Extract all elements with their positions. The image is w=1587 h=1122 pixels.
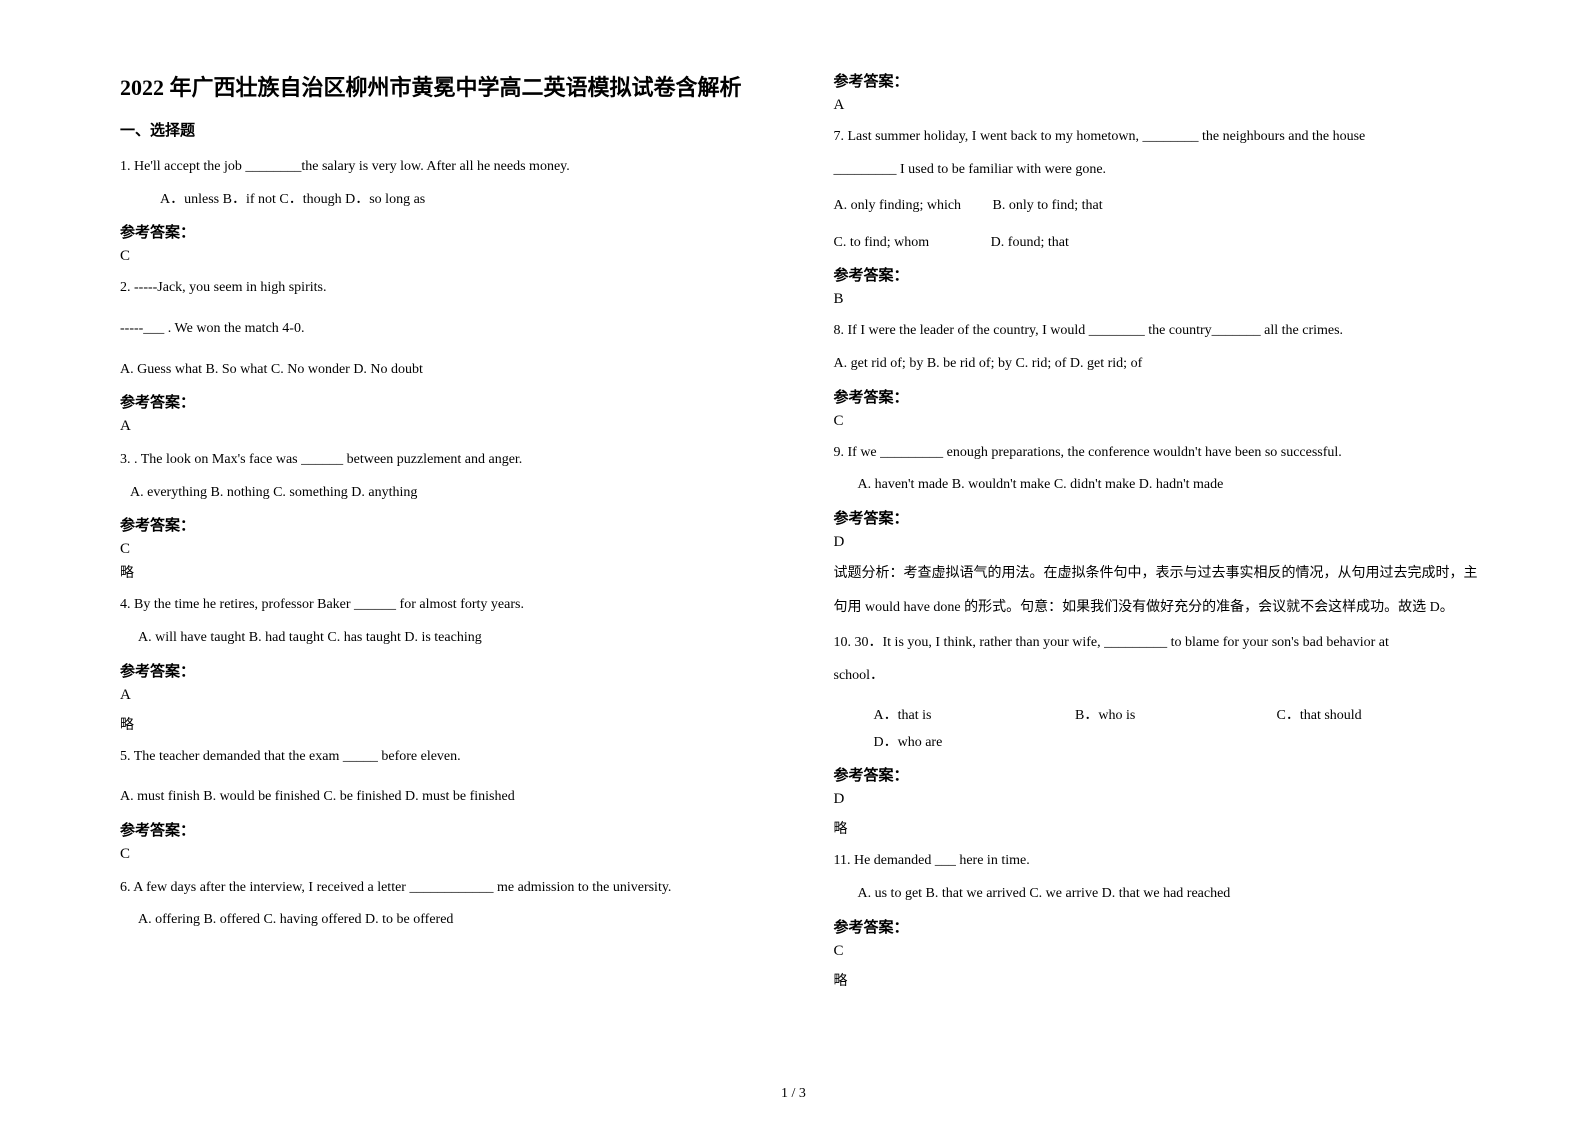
- q1-answer: C: [120, 248, 774, 265]
- q1-answer-label: 参考答案：: [120, 221, 774, 242]
- q5-answer-label: 参考答案：: [120, 819, 774, 840]
- q10-answer: D: [834, 791, 1488, 808]
- q10-opt-d: D．who are: [874, 730, 943, 757]
- q9-answer-label: 参考答案：: [834, 507, 1488, 528]
- exam-title: 2022 年广西壮族自治区柳州市黄冕中学高二英语模拟试卷含解析: [120, 70, 774, 105]
- q5-stem: 5. The teacher demanded that the exam __…: [120, 744, 774, 771]
- q1-stem: 1. He'll accept the job ________the sala…: [120, 154, 774, 181]
- column-left: 2022 年广西壮族自治区柳州市黄冕中学高二英语模拟试卷含解析 一、选择题 1.…: [100, 70, 804, 1092]
- q11-answer: C: [834, 943, 1488, 960]
- q4-note-omit: 略: [120, 714, 774, 734]
- q8-stem: 8. If I were the leader of the country, …: [834, 318, 1488, 345]
- q3-options: A. everything B. nothing C. something D.…: [130, 480, 774, 507]
- q10-opt-b: B．who is: [1075, 703, 1245, 730]
- q6-stem: 6. A few days after the interview, I rec…: [120, 875, 774, 902]
- q3-note-omit: 略: [120, 562, 774, 582]
- q7-opt-a: A. only finding; which: [834, 193, 962, 220]
- q2-line2: -----___ . We won the match 4-0.: [120, 316, 774, 343]
- q9-options: A. haven't made B. wouldn't make C. didn…: [834, 472, 1488, 499]
- q1-options: A．unless B．if not C．though D．so long as: [120, 187, 774, 214]
- q6-options: A. offering B. offered C. having offered…: [138, 907, 774, 934]
- q4-stem: 4. By the time he retires, professor Bak…: [120, 592, 774, 619]
- page-number: 1 / 3: [0, 1086, 1587, 1102]
- q10-note-omit: 略: [834, 818, 1488, 838]
- q10-answer-label: 参考答案：: [834, 764, 1488, 785]
- q6-answer-label: 参考答案：: [834, 70, 1488, 91]
- q7-options-row1: A. only finding; which B. only to find; …: [834, 193, 1488, 220]
- page: 2022 年广西壮族自治区柳州市黄冕中学高二英语模拟试卷含解析 一、选择题 1.…: [0, 0, 1587, 1122]
- section-1-heading: 一、选择题: [120, 119, 774, 140]
- q8-answer-label: 参考答案：: [834, 386, 1488, 407]
- q4-answer-label: 参考答案：: [120, 660, 774, 681]
- q10-line1: 10. 30．It is you, I think, rather than y…: [834, 630, 1488, 657]
- q7-opt-b: B. only to find; that: [993, 193, 1103, 220]
- q11-answer-label: 参考答案：: [834, 916, 1488, 937]
- q9-stem: 9. If we _________ enough preparations, …: [834, 440, 1488, 467]
- q7-opt-c: C. to find; whom: [834, 230, 930, 257]
- q2-answer: A: [120, 418, 774, 435]
- q5-answer: C: [120, 846, 774, 863]
- q5-options: A. must finish B. would be finished C. b…: [120, 784, 774, 811]
- q10-line2: school．: [834, 663, 1488, 690]
- q2-line1: 2. -----Jack, you seem in high spirits.: [120, 275, 774, 302]
- q9-explain-1: 试题分析：考查虚拟语气的用法。在虚拟条件句中，表示与过去事实相反的情况，从句用过…: [834, 561, 1488, 588]
- q3-answer-label: 参考答案：: [120, 514, 774, 535]
- q2-answer-label: 参考答案：: [120, 391, 774, 412]
- q7-answer-label: 参考答案：: [834, 264, 1488, 285]
- q4-options: A. will have taught B. had taught C. has…: [138, 625, 774, 652]
- q6-answer: A: [834, 97, 1488, 114]
- q8-answer: C: [834, 413, 1488, 430]
- q8-options: A. get rid of; by B. be rid of; by C. ri…: [834, 351, 1488, 378]
- q11-stem: 11. He demanded ___ here in time.: [834, 848, 1488, 875]
- q7-options-row2: C. to find; whom D. found; that: [834, 230, 1488, 257]
- q7-line2: _________ I used to be familiar with wer…: [834, 157, 1488, 184]
- q9-answer: D: [834, 534, 1488, 551]
- q7-answer: B: [834, 291, 1488, 308]
- q11-options: A. us to get B. that we arrived C. we ar…: [834, 881, 1488, 908]
- q7-line1: 7. Last summer holiday, I went back to m…: [834, 124, 1488, 151]
- q10-options: A．that is B．who is C．that should D．who a…: [834, 703, 1488, 756]
- q9-explain-2: 句用 would have done 的形式。句意：如果我们没有做好充分的准备，…: [834, 595, 1488, 622]
- q3-stem: 3. . The look on Max's face was ______ b…: [120, 447, 774, 474]
- q7-opt-d: D. found; that: [991, 230, 1069, 257]
- q10-opt-c: C．that should: [1277, 703, 1447, 730]
- q4-answer: A: [120, 687, 774, 704]
- q2-options: A. Guess what B. So what C. No wonder D.…: [120, 357, 774, 384]
- q10-opt-a: A．that is: [874, 703, 1044, 730]
- q3-answer: C: [120, 541, 774, 558]
- q11-note-omit: 略: [834, 970, 1488, 990]
- column-right: 参考答案： A 7. Last summer holiday, I went b…: [804, 70, 1508, 1092]
